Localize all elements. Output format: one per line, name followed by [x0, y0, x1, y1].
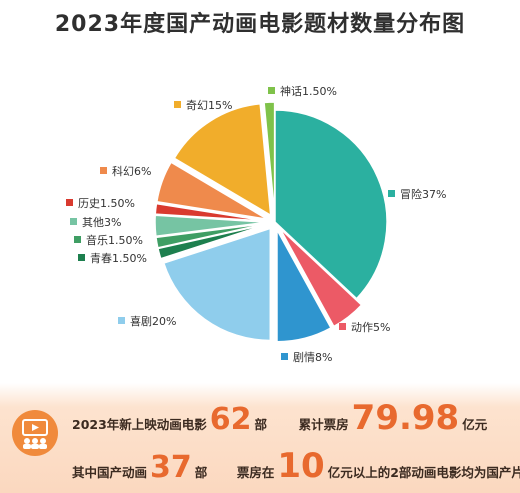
legend-swatch	[74, 236, 81, 243]
legend-swatch	[174, 101, 181, 108]
stats-banner	[0, 383, 520, 493]
stat-box-office-label: 累计票房	[298, 417, 349, 432]
pie-slice	[155, 161, 268, 221]
stats-line-2: 其中国产动画 37 部 票房在10 亿元以上的2部动画电影均为国产片	[72, 446, 520, 486]
legend-swatch	[100, 167, 107, 174]
legend-swatch	[70, 218, 77, 225]
stat-threshold-value: 10	[277, 446, 325, 486]
slice-label: 其他3%	[82, 216, 121, 229]
pie-slice	[162, 227, 272, 342]
stat-new-films-unit: 部	[254, 417, 268, 432]
slice-label: 奇幻15%	[186, 99, 232, 112]
stat-domestic-unit: 部	[194, 465, 208, 480]
pie-slice	[274, 109, 388, 300]
stat-box-office-unit: 亿元	[462, 417, 488, 432]
slice-label: 科幻6%	[112, 164, 151, 178]
pie-slice	[279, 227, 363, 328]
stat-threshold-label: 票房在	[236, 465, 275, 480]
legend-swatch	[118, 317, 125, 324]
legend-swatch	[388, 190, 395, 197]
stat-domestic-count: 37	[150, 450, 192, 485]
stat-new-films-label: 2023年新上映动画电影	[72, 417, 207, 432]
slice-label: 冒险37%	[400, 187, 446, 201]
stat-domestic-label: 其中国产动画	[72, 465, 148, 480]
legend-swatch	[78, 254, 85, 261]
slice-label: 音乐1.50%	[86, 233, 143, 247]
stat-threshold-note: 亿元以上的2部动画电影均为国产片	[327, 465, 520, 480]
slice-label: 神话1.50%	[280, 84, 337, 98]
stat-new-films-count: 62	[209, 402, 252, 437]
slice-label: 青春1.50%	[90, 252, 147, 265]
legend-swatch	[339, 323, 346, 330]
pie-slice	[276, 229, 332, 343]
pie-chart: 冒险37% 动作5% 剧情8% 喜剧20% 青春1.50% 音乐1.50% 其他3% 历史1.…	[66, 84, 446, 364]
pie-slice	[173, 102, 272, 217]
chart-title: 2023年度国产动画电影题材数量分布图	[54, 12, 466, 37]
slice-label: 动作5%	[351, 321, 390, 334]
pie-slice	[263, 101, 276, 215]
legend-swatch	[66, 199, 73, 206]
film-audience-icon	[12, 410, 58, 456]
slice-label: 历史1.50%	[78, 197, 135, 210]
pie-slice	[154, 214, 268, 238]
slice-label: 喜剧20%	[130, 315, 176, 328]
stats-line-1: 2023年新上映动画电影 62 部 累计票房79.98 亿元	[72, 398, 487, 438]
legend-swatch	[268, 87, 275, 94]
stat-box-office-value: 79.98	[351, 398, 460, 438]
legend-swatch	[281, 353, 288, 360]
pie-slice	[155, 222, 268, 249]
slice-label: 剧情8%	[293, 351, 332, 364]
pie-slice	[157, 223, 268, 260]
pie-slice	[154, 202, 268, 222]
